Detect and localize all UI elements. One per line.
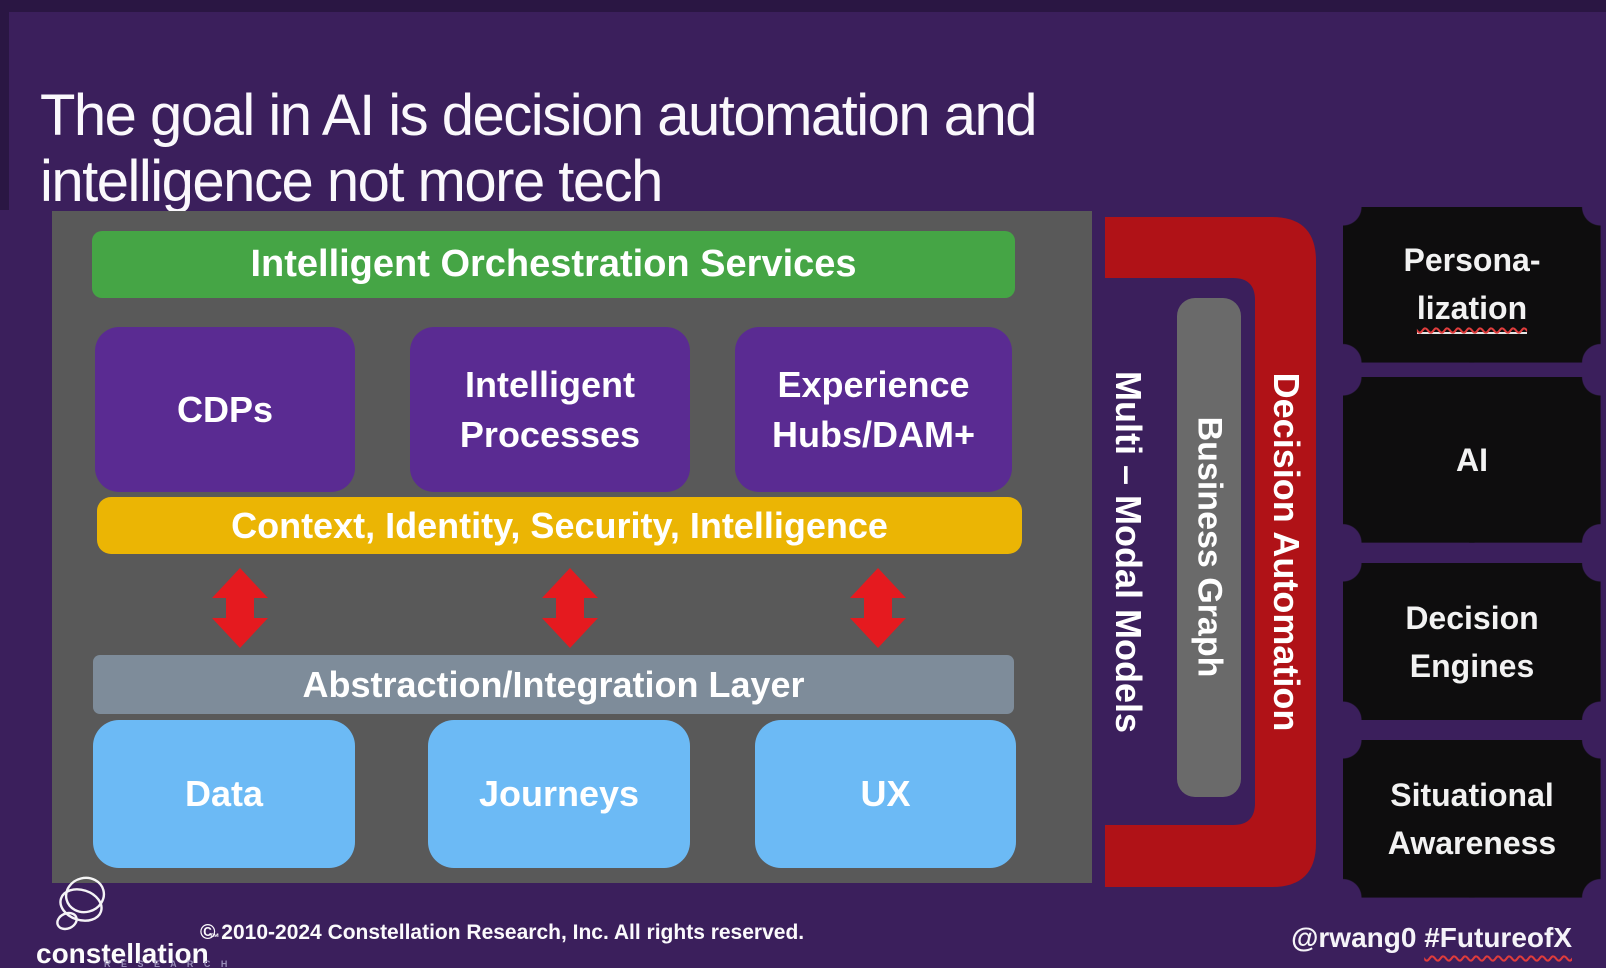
data-box: Data [93, 720, 355, 868]
situational-awareness-line-2: Awareness [1387, 825, 1557, 861]
page-title: The goal in AI is decision automation an… [40, 83, 1360, 215]
left-edge-shade [0, 0, 9, 210]
title-line-1: The goal in AI is decision automation an… [40, 82, 1038, 148]
decision-automation-label: Decision Automation [1266, 372, 1307, 732]
outcome-box-situational-awareness: Situational Awareness [1343, 740, 1601, 898]
business-graph-label: Business Graph [1190, 416, 1229, 678]
orchestration-bar: Intelligent Orchestration Services [92, 231, 1015, 298]
situational-awareness-line-1: Situational [1390, 777, 1554, 813]
ai-label: AI [1456, 442, 1488, 478]
title-line-2: intelligence not more tech [40, 148, 663, 214]
decision-engines-line-2: Engines [1409, 647, 1535, 684]
cdps-box: CDPs [95, 327, 355, 492]
intelligent-processes-box: Intelligent Processes [410, 327, 690, 492]
outcome-box-personalization: Persona- lization [1343, 207, 1601, 363]
up-down-arrow-icon [542, 568, 598, 648]
abstraction-integration-bar: Abstraction/Integration Layer [93, 655, 1014, 714]
business-graph-box [1177, 298, 1241, 797]
constellation-wordmark: constellation™ [36, 932, 220, 968]
twitter-handle: @rwang0 [1291, 922, 1425, 953]
decision-engines-line-1: Decision [1405, 599, 1539, 636]
outcome-box-ai: AI [1343, 377, 1601, 543]
journeys-box: Journeys [428, 720, 690, 868]
trademark-symbol: ™ [208, 932, 220, 944]
social-handle: @rwang0 #FutureofX [1291, 922, 1572, 954]
context-identity-security-bar: Context, Identity, Security, Intelligenc… [97, 497, 1022, 554]
experience-hubs-box: Experience Hubs/DAM+ [735, 327, 1012, 492]
decision-automation-bracket [1105, 217, 1316, 887]
personalization-line-2: lization [1416, 284, 1528, 334]
up-down-arrow-icon [212, 568, 268, 648]
outcome-box-decision-engines: Decision Engines [1343, 563, 1601, 720]
personalization-line-1: Persona- [1403, 242, 1541, 278]
copyright-text: © 2010-2024 Constellation Research, Inc.… [200, 921, 805, 944]
top-edge-shade [0, 0, 1606, 12]
ux-box: UX [755, 720, 1016, 868]
constellation-logo-icon [56, 876, 106, 931]
up-down-arrow-icon [850, 568, 906, 648]
research-label: R E S E A R C H [104, 959, 232, 968]
hashtag: #FutureofX [1424, 922, 1572, 953]
